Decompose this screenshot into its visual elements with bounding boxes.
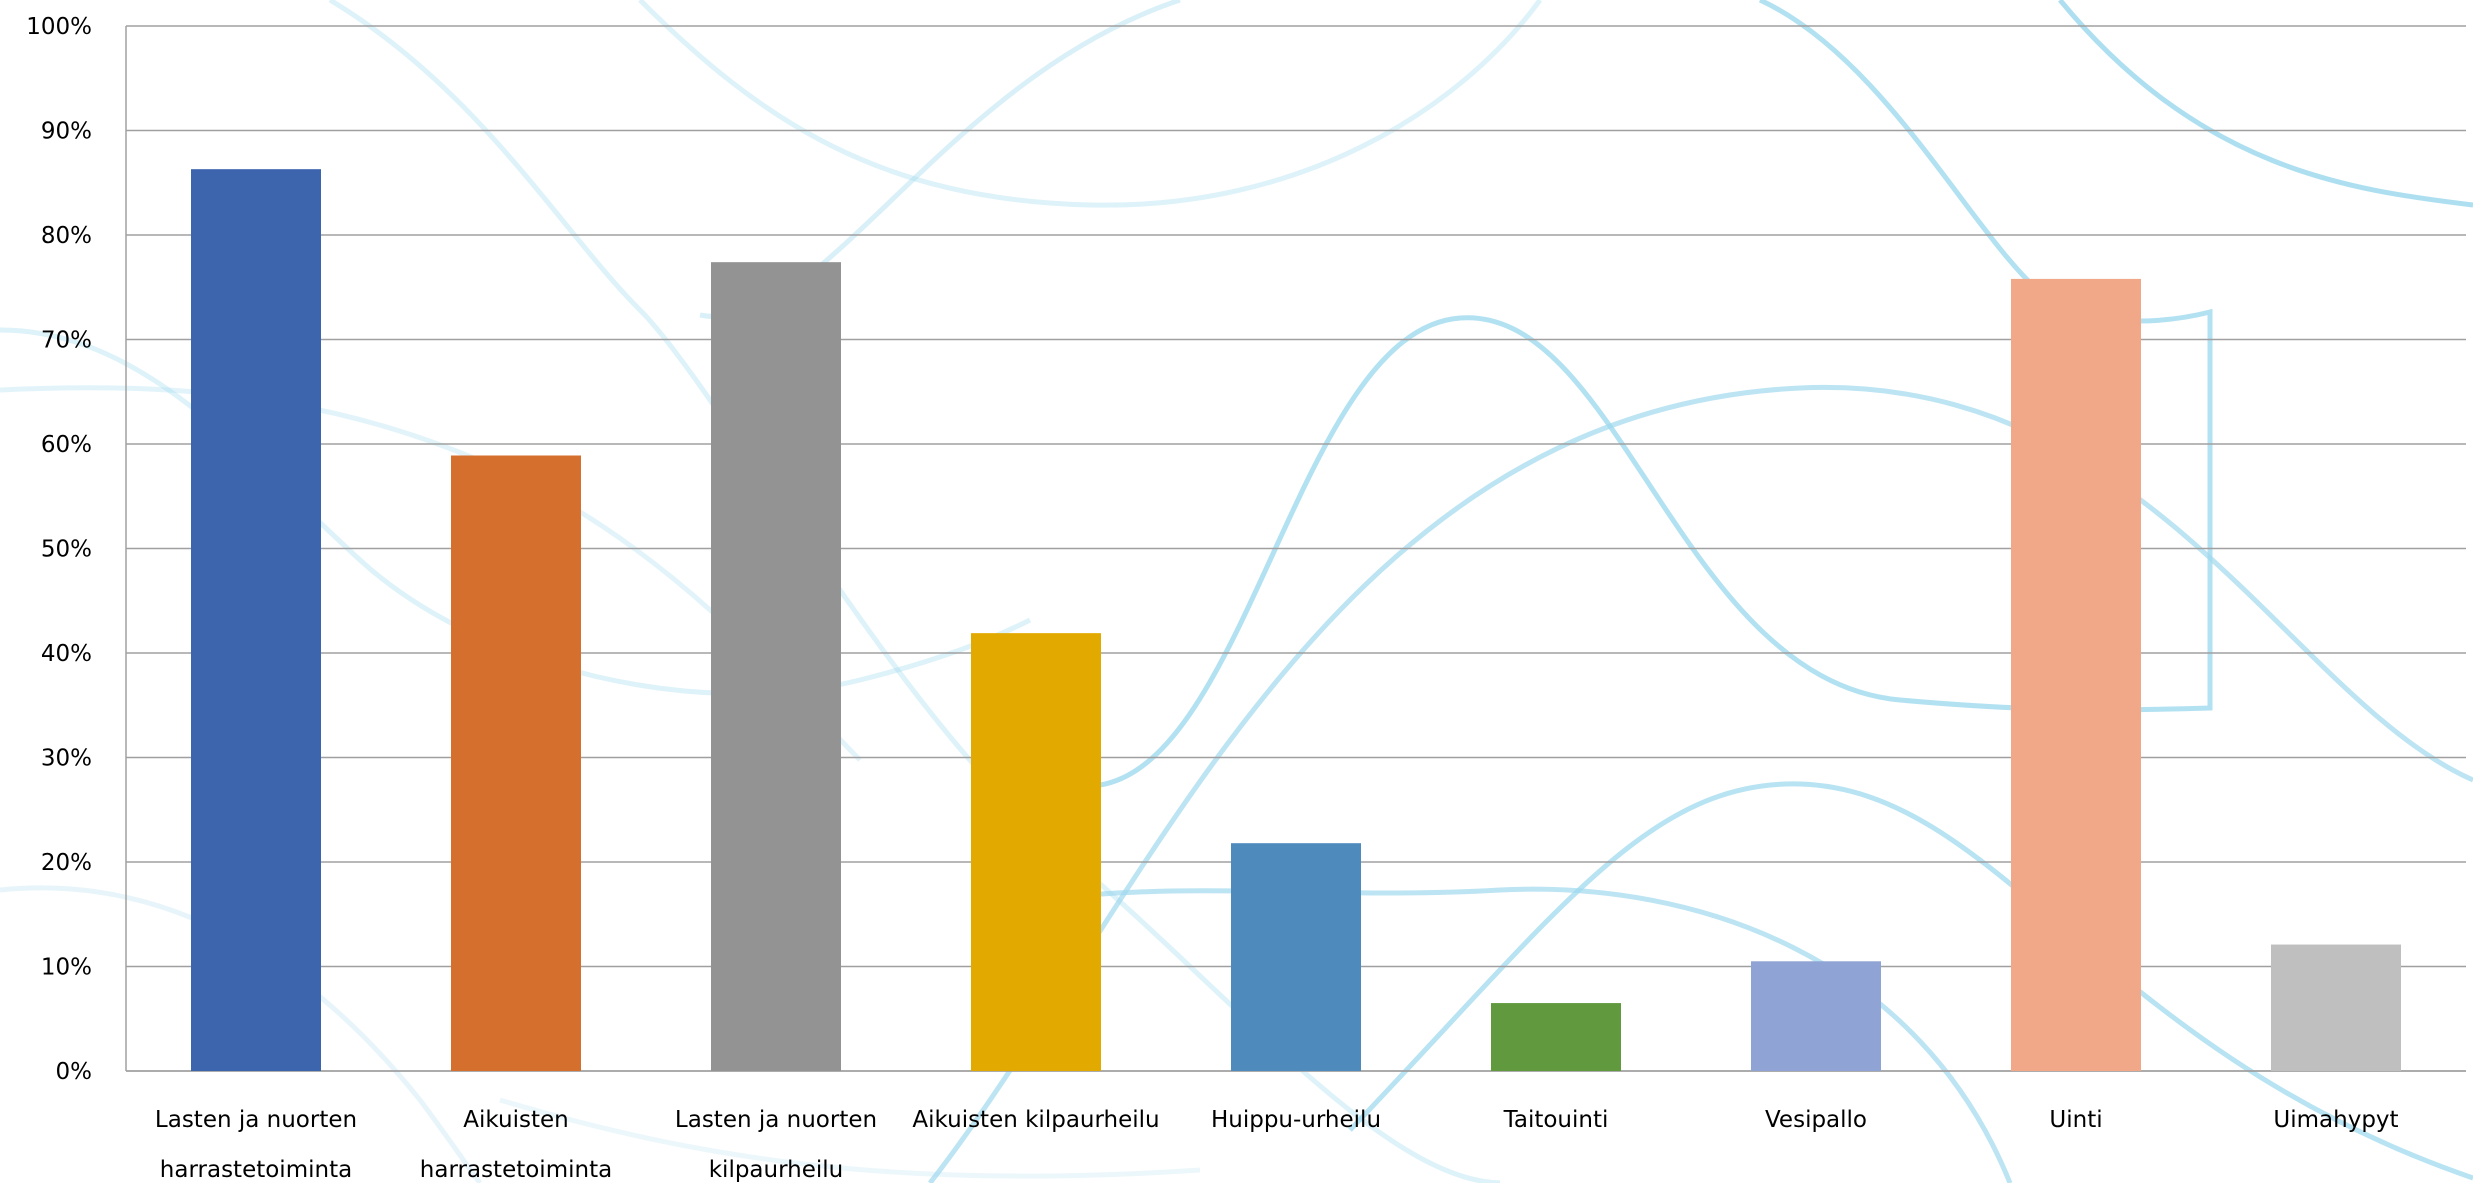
x-category-label: kilpaurheilu [709, 1157, 844, 1183]
bar [711, 262, 841, 1071]
bars [191, 169, 2401, 1072]
x-category-label: Lasten ja nuorten [675, 1107, 877, 1133]
background-wave [0, 885, 482, 1183]
x-category-label: Aikuisten kilpaurheilu [912, 1107, 1159, 1133]
y-tick-label: 80% [41, 223, 92, 249]
y-tick-label: 30% [41, 746, 92, 772]
x-category-label: Uinti [2049, 1107, 2102, 1133]
background-wave [638, 0, 1543, 208]
x-category-label: Huippu-urheilu [1211, 1107, 1381, 1133]
y-tick-label: 50% [41, 537, 92, 563]
background-wave [499, 1097, 1201, 1179]
bar [1751, 961, 1881, 1071]
x-axis-category-labels: Lasten ja nuorten harrastetoiminta Aikuist… [155, 1107, 2399, 1183]
y-tick-label: 60% [41, 432, 92, 458]
bar [1231, 843, 1361, 1071]
y-tick-label: 20% [41, 850, 92, 876]
x-category-label: Taitouinti [1503, 1107, 1609, 1133]
bar [1491, 1003, 1621, 1071]
y-tick-label: 70% [41, 328, 92, 354]
y-tick-label: 0% [56, 1059, 93, 1085]
y-tick-label: 90% [41, 119, 92, 145]
background-wave [1348, 781, 2473, 1181]
y-tick-label: 10% [41, 955, 92, 981]
x-category-label: harrastetoiminta [420, 1157, 612, 1183]
y-axis-tick-labels: 0% 10% 20% 30% 40% 50% 60% 70% 80% 90% 100% [26, 14, 92, 1085]
x-category-label: Vesipallo [1765, 1107, 1867, 1133]
x-category-label: harrastetoiminta [160, 1157, 352, 1183]
x-category-label: Lasten ja nuorten [155, 1107, 357, 1133]
bar [2271, 944, 2401, 1071]
background-wave [2058, 0, 2473, 208]
bar [451, 455, 581, 1071]
y-tick-label: 100% [26, 14, 92, 40]
bar [191, 169, 321, 1072]
x-category-label: Uimahypyt [2273, 1107, 2398, 1133]
background-wave [1039, 886, 2013, 1183]
x-category-label: Aikuisten [463, 1107, 568, 1133]
bar [2011, 278, 2141, 1071]
y-tick-label: 40% [41, 641, 92, 667]
bar [971, 633, 1101, 1071]
